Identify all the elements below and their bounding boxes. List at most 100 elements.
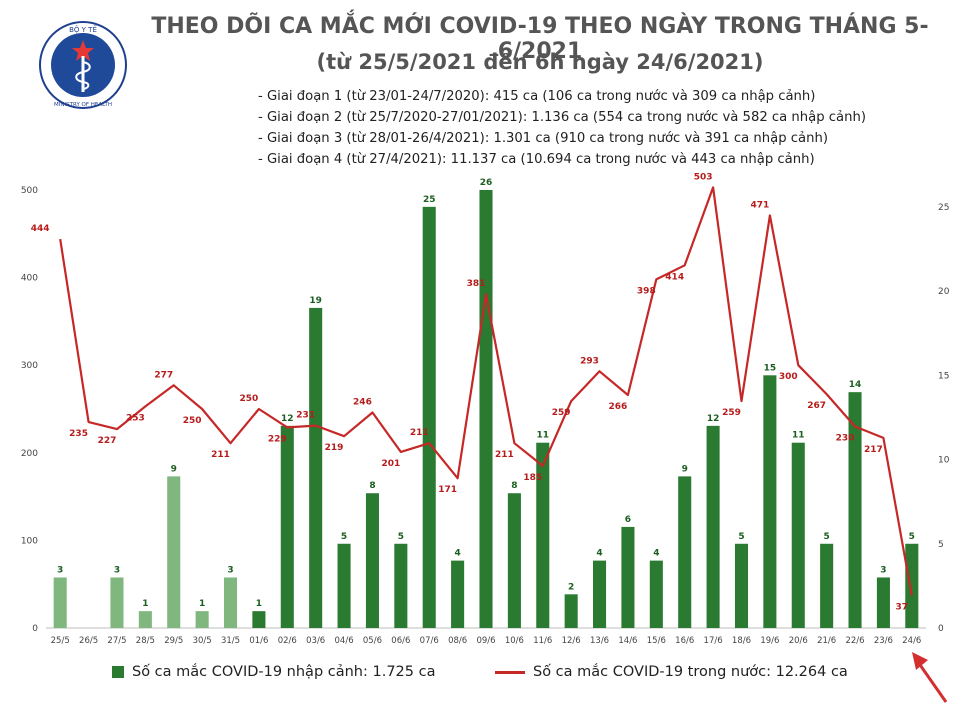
import-bar (649, 560, 663, 628)
domestic-point-label: 219 (325, 443, 344, 453)
import-bar-label: 3 (57, 565, 63, 575)
import-bar (791, 442, 805, 628)
import-bar (564, 594, 578, 628)
import-bar (167, 476, 181, 628)
legend-bar-swatch (112, 666, 124, 678)
import-bar (337, 543, 351, 628)
x-axis-tick-label: 15/6 (647, 636, 666, 646)
domestic-point-label: 211 (495, 450, 514, 460)
x-axis-tick-label: 12/6 (562, 636, 581, 646)
x-axis-tick-label: 03/6 (306, 636, 325, 646)
import-bar (138, 611, 152, 628)
chart-subtitle: (từ 25/5/2021 đến 6h ngày 24/6/2021) (316, 50, 764, 74)
x-axis-tick-label: 01/6 (249, 636, 268, 646)
import-bar-label: 6 (625, 515, 631, 525)
x-axis-tick-label: 10/6 (505, 636, 524, 646)
import-bar (734, 543, 749, 628)
import-bar (451, 560, 465, 628)
import-bar (365, 493, 379, 628)
x-axis-tick-label: 29/5 (164, 636, 183, 646)
domestic-cases-line (59, 186, 913, 596)
domestic-point-label: 229 (268, 434, 287, 444)
x-axis-tick-label: 25/5 (51, 636, 70, 646)
import-bar-label: 15 (764, 363, 777, 373)
import-bar (53, 577, 67, 628)
domestic-point-label: 259 (552, 408, 571, 418)
domestic-point-label: 381 (467, 279, 486, 289)
import-bar (394, 543, 408, 628)
import-bar-label: 5 (824, 532, 830, 542)
x-axis-tick-label: 24/6 (902, 636, 921, 646)
phase-summary-list: - Giai đoạn 1 (từ 23/01-24/7/2020): 415 … (258, 86, 866, 170)
import-bar-label: 11 (537, 431, 550, 441)
import-bar (905, 543, 919, 628)
domestic-point-label: 201 (381, 459, 400, 469)
import-bar (309, 307, 323, 628)
import-bar-label: 5 (738, 532, 744, 542)
import-bar-label: 3 (880, 565, 886, 575)
x-axis-tick-label: 30/5 (193, 636, 212, 646)
x-axis-tick-label: 31/5 (221, 636, 240, 646)
x-axis-tick-label: 28/5 (136, 636, 155, 646)
x-axis-tick-label: 02/6 (278, 636, 297, 646)
x-axis-tick-label: 23/6 (874, 636, 893, 646)
import-bar (593, 560, 607, 628)
domestic-point-label: 259 (722, 408, 741, 418)
phase-item: - Giai đoạn 1 (từ 23/01-24/7/2020): 415 … (258, 89, 816, 104)
legend-domestic: Số ca mắc COVID-19 trong nước: 12.264 ca (495, 664, 848, 680)
import-bar (763, 375, 777, 628)
left-axis-tick-label: 500 (21, 186, 38, 196)
import-bar (195, 611, 209, 628)
import-bar-label: 5 (341, 532, 347, 542)
domestic-point-label: 250 (183, 416, 202, 426)
x-axis-tick-label: 19/6 (760, 636, 779, 646)
domestic-point-label: 246 (353, 398, 372, 408)
svg-text:MINISTRY OF HEALTH: MINISTRY OF HEALTH (54, 102, 112, 108)
import-bar (876, 577, 890, 628)
domestic-point-label: 444 (31, 224, 50, 234)
x-axis-tick-label: 16/6 (675, 636, 694, 646)
domestic-point-label: 211 (211, 450, 230, 460)
import-bar-label: 4 (596, 549, 602, 559)
x-axis-tick-label: 21/6 (817, 636, 836, 646)
domestic-point-label: 227 (98, 436, 117, 446)
left-axis-tick-label: 200 (21, 449, 38, 459)
phase-item: - Giai đoạn 3 (từ 28/01-26/4/2021): 1.30… (258, 131, 828, 146)
x-axis-tick-label: 13/6 (590, 636, 609, 646)
right-axis-tick-label: 20 (938, 287, 950, 297)
x-axis-tick-label: 22/6 (845, 636, 864, 646)
domestic-point-label: 267 (807, 401, 826, 411)
import-bar (848, 392, 862, 628)
left-axis-tick-label: 0 (32, 624, 38, 634)
right-axis-tick-label: 0 (938, 624, 944, 634)
x-axis-tick-label: 11/6 (533, 636, 552, 646)
x-axis-tick-label: 04/6 (335, 636, 354, 646)
left-axis-tick-label: 100 (21, 536, 38, 546)
import-bar-label: 14 (849, 380, 862, 390)
x-axis-tick-label: 17/6 (704, 636, 723, 646)
right-axis-tick-label: 15 (938, 371, 949, 381)
import-bar-label: 1 (142, 599, 148, 609)
x-axis-tick-label: 14/6 (618, 636, 637, 646)
domestic-point-label: 217 (864, 445, 883, 455)
import-bar (820, 543, 834, 628)
phase-item: - Giai đoạn 4 (từ 27/4/2021): 11.137 ca … (258, 152, 815, 167)
import-bar (110, 577, 124, 628)
domestic-point-label: 277 (154, 370, 173, 380)
domestic-point-label: 185 (523, 473, 542, 483)
import-bar-label: 26 (480, 178, 493, 188)
import-bar-label: 9 (682, 464, 688, 474)
import-bar-label: 19 (309, 296, 322, 306)
domestic-point-label: 231 (296, 411, 315, 421)
domestic-point-label: 211 (410, 428, 429, 438)
import-bar-label: 3 (114, 565, 120, 575)
x-axis-tick-label: 09/6 (476, 636, 495, 646)
import-bar (536, 442, 550, 628)
import-bar (422, 206, 436, 628)
domestic-point-label: 37 (896, 603, 909, 613)
legend-line-swatch (495, 670, 525, 674)
import-bar (621, 526, 635, 628)
svg-text:BỘ Y TẾ: BỘ Y TẾ (69, 24, 97, 34)
import-bar-label: 11 (792, 431, 805, 441)
